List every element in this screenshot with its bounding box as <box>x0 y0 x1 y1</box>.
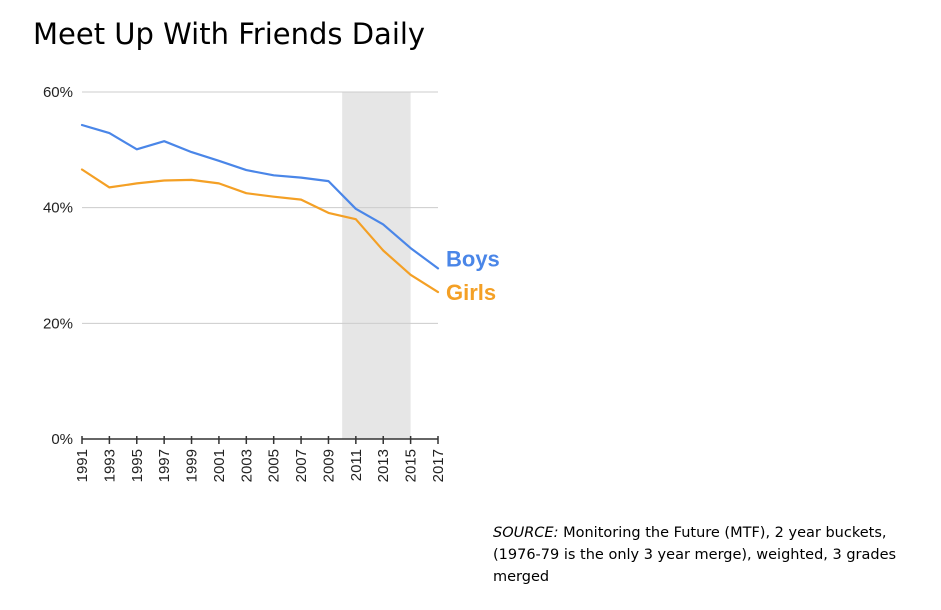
source-text: Monitoring the Future (MTF), 2 year buck… <box>493 525 897 585</box>
x-tick-label: 2001 <box>211 449 228 482</box>
y-tick-label: 0% <box>51 431 73 448</box>
gridlines-layer <box>82 91 438 324</box>
chart-title: Meet Up With Friends Daily <box>33 17 426 51</box>
series-lines-layer <box>80 123 440 294</box>
x-axis-tick-labels: 1991 1993 1995 1997 1999 2001 2003 2005 2007 2009… <box>74 449 447 482</box>
y-tick-label: 60% <box>43 84 73 101</box>
y-axis-tick-labels: 0% 20% 40% 60% <box>43 84 73 448</box>
x-tick-label: 2009 <box>320 449 337 482</box>
series-line-girls <box>80 168 440 294</box>
series-label-boys: Boys <box>446 246 500 271</box>
x-tick-label: 1993 <box>101 449 118 482</box>
x-tick-label: 1999 <box>184 449 201 482</box>
x-tick-label: 1991 <box>74 449 91 482</box>
source-note: SOURCE: Monitoring the Future (MTF), 2 y… <box>493 522 913 588</box>
x-tick-label: 2017 <box>430 449 447 482</box>
series-labels-layer: Boys Girls <box>446 246 500 305</box>
x-tick-label: 2015 <box>403 449 420 482</box>
x-tick-label: 1997 <box>156 449 173 482</box>
x-tick-label: 2005 <box>266 449 283 482</box>
x-tick-label: 2003 <box>238 449 255 482</box>
x-tick-label: 2013 <box>375 449 392 482</box>
series-label-girls: Girls <box>446 280 496 305</box>
x-axis <box>81 436 439 444</box>
y-tick-label: 20% <box>43 315 73 332</box>
source-label: SOURCE: <box>493 525 559 541</box>
x-tick-label: 2007 <box>293 449 310 482</box>
y-tick-label: 40% <box>43 200 73 217</box>
series-line-boys <box>80 123 440 270</box>
x-tick-label: 2011 <box>348 449 365 481</box>
x-tick-label: 1995 <box>129 449 146 482</box>
